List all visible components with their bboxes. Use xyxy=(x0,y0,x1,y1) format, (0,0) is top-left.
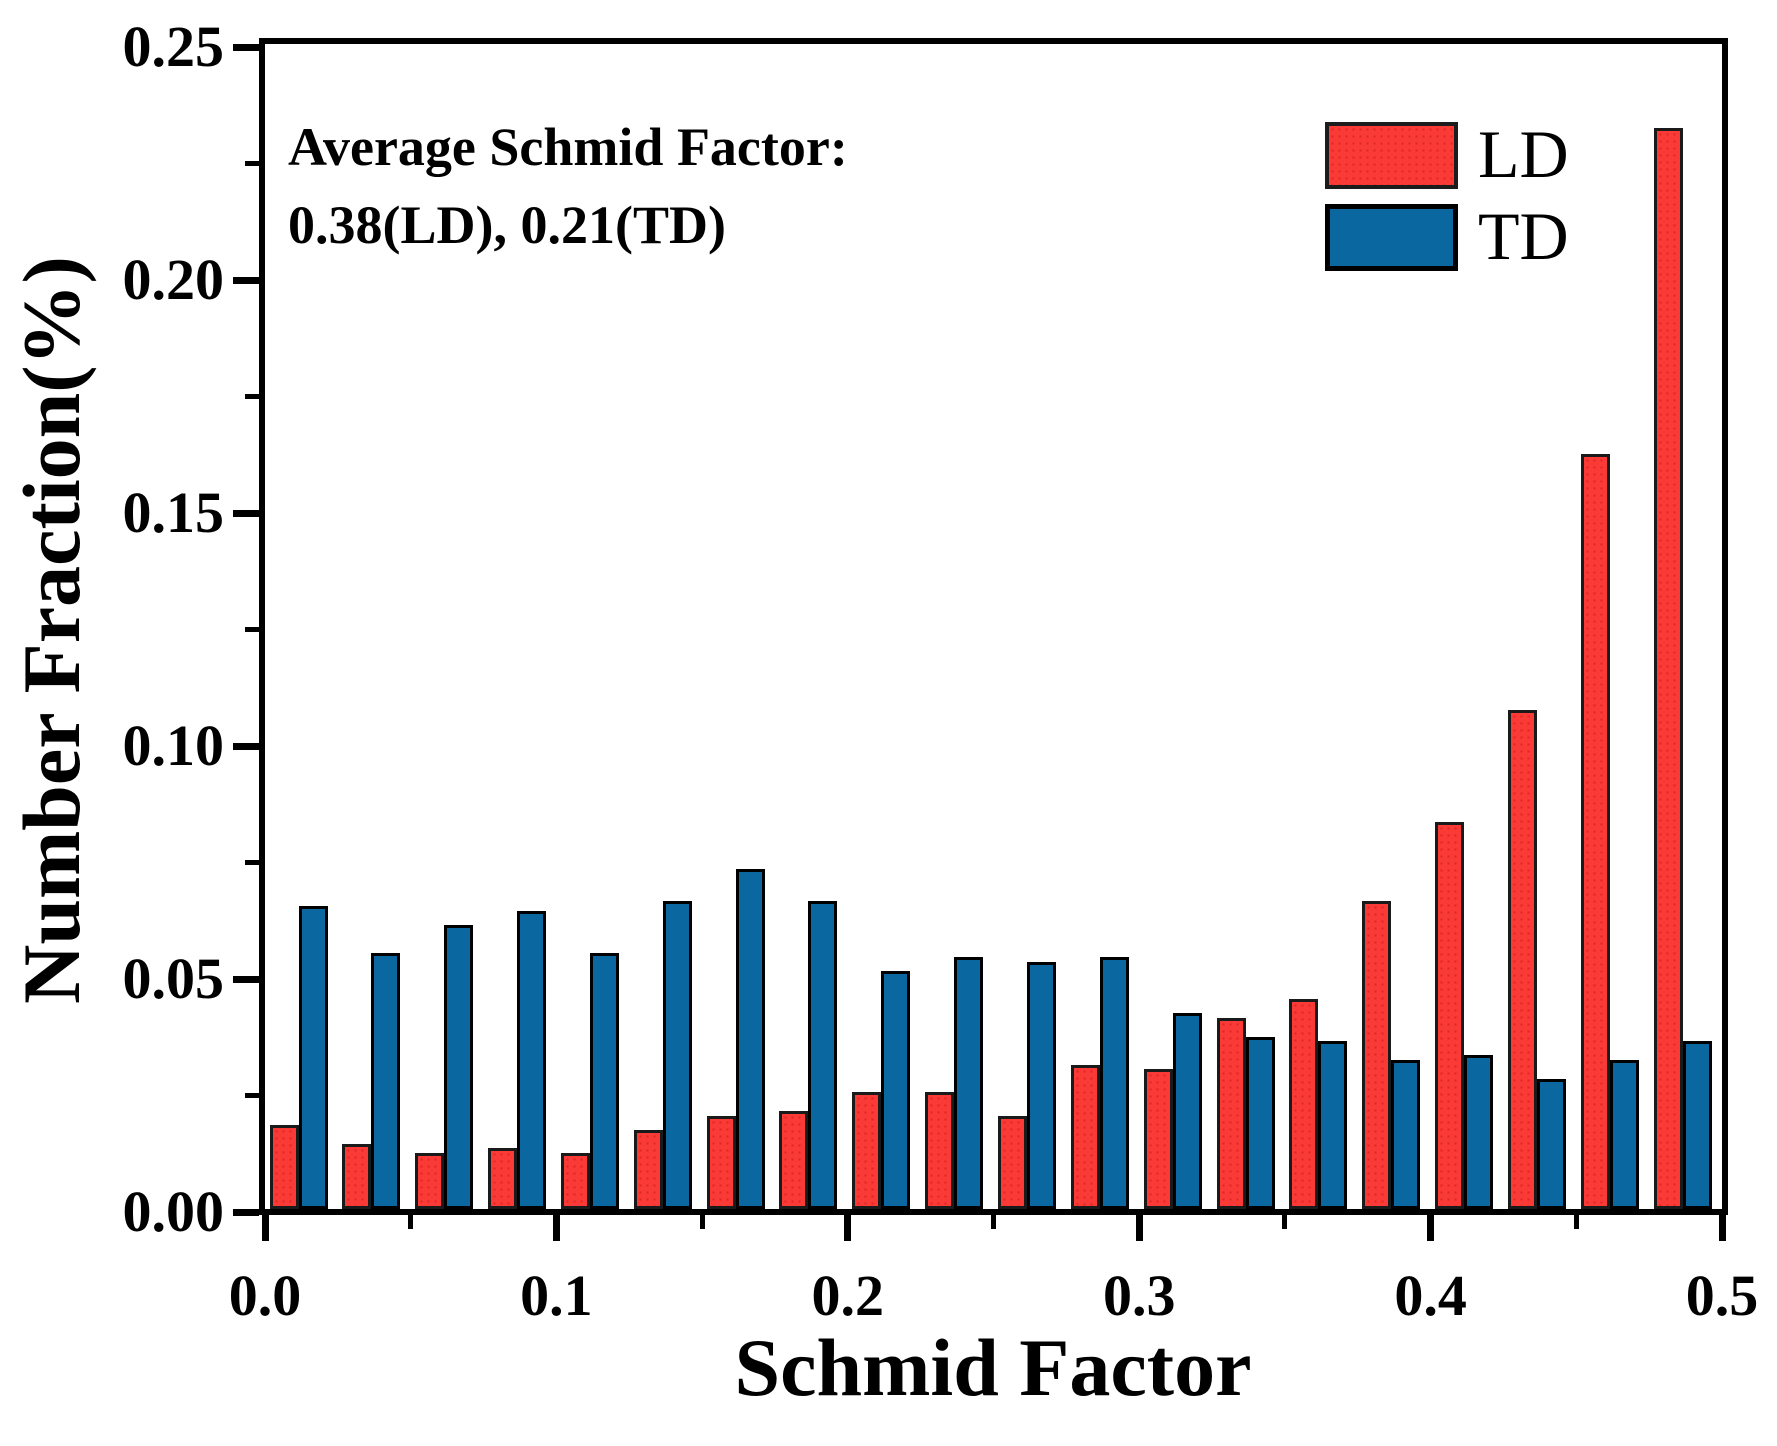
x-major-tick xyxy=(1427,1215,1435,1241)
y-major-tick xyxy=(233,509,259,517)
bar-ld-0.4625 xyxy=(1580,454,1610,1209)
x-tick-label: 0.5 xyxy=(1685,1263,1759,1328)
legend-swatch-ld xyxy=(1325,122,1458,189)
annotation-line-2: 0.38(LD), 0.21(TD) xyxy=(288,195,726,255)
plot-frame xyxy=(259,38,1728,1215)
y-tick-label: 0.00 xyxy=(122,1179,225,1244)
y-tick-label: 0.05 xyxy=(122,946,225,1011)
bar-ld-0.4125 xyxy=(1435,822,1465,1209)
bar-td-0.2625 xyxy=(1027,962,1056,1209)
x-minor-tick xyxy=(991,1215,996,1229)
x-axis-title: Schmid Factor xyxy=(734,1322,1252,1413)
bar-td-0.3375 xyxy=(1245,1037,1275,1209)
bar-ld-0.0625 xyxy=(415,1153,445,1209)
y-minor-tick xyxy=(245,860,259,865)
y-minor-tick xyxy=(245,161,259,166)
bar-td-0.1625 xyxy=(735,869,765,1209)
y-tick-label: 0.15 xyxy=(122,480,225,545)
bar-ld-0.0125 xyxy=(269,1125,299,1209)
bar-td-0.0625 xyxy=(444,925,474,1209)
y-major-tick xyxy=(233,742,259,750)
bar-td-0.3625 xyxy=(1318,1041,1348,1209)
bar-ld-0.3375 xyxy=(1216,1018,1246,1209)
bar-td-0.0375 xyxy=(371,953,401,1209)
bar-td-0.3875 xyxy=(1391,1060,1421,1209)
x-major-tick xyxy=(844,1215,852,1241)
bar-ld-0.2375 xyxy=(925,1092,955,1209)
bar-td-0.1875 xyxy=(808,901,838,1209)
x-major-tick xyxy=(261,1215,269,1241)
bar-td-0.0125 xyxy=(298,906,328,1209)
y-minor-tick xyxy=(245,627,259,632)
bar-td-0.2875 xyxy=(1099,957,1129,1209)
bar-ld-0.1125 xyxy=(560,1153,590,1209)
y-major-tick xyxy=(233,276,259,284)
x-minor-tick xyxy=(699,1215,705,1229)
y-minor-tick xyxy=(245,394,259,399)
bar-ld-0.1375 xyxy=(633,1130,663,1209)
bar-td-0.2375 xyxy=(954,957,984,1209)
x-minor-tick xyxy=(408,1215,414,1229)
bar-ld-0.3875 xyxy=(1362,901,1392,1209)
x-tick-label: 0.2 xyxy=(811,1263,885,1328)
bar-ld-0.0375 xyxy=(342,1144,372,1209)
y-tick-label: 0.20 xyxy=(122,247,225,312)
bar-ld-0.3125 xyxy=(1143,1069,1173,1209)
bar-td-0.4375 xyxy=(1536,1079,1566,1209)
y-tick-label: 0.25 xyxy=(122,14,225,79)
x-major-tick xyxy=(1135,1215,1143,1241)
bar-ld-0.2625 xyxy=(998,1116,1027,1209)
y-major-tick xyxy=(233,1208,259,1216)
x-tick-label: 0.4 xyxy=(1394,1263,1467,1328)
bar-td-0.0875 xyxy=(517,911,547,1209)
y-tick-label: 0.10 xyxy=(122,713,225,778)
bar-td-0.4125 xyxy=(1464,1055,1494,1209)
y-axis-title: Number Fraction(%) xyxy=(6,256,97,1004)
x-minor-tick xyxy=(1282,1215,1288,1229)
annotation-line-1: Average Schmid Factor: xyxy=(288,117,848,177)
bar-td-0.4625 xyxy=(1609,1060,1639,1209)
x-tick-label: 0.0 xyxy=(228,1263,302,1328)
y-major-tick xyxy=(233,975,259,983)
bar-td-0.3125 xyxy=(1172,1013,1202,1209)
bar-td-0.1125 xyxy=(589,953,619,1209)
x-tick-label: 0.3 xyxy=(1102,1263,1176,1328)
bar-td-0.1375 xyxy=(662,901,692,1209)
bar-td-0.4875 xyxy=(1682,1041,1712,1209)
legend-label-td: TD xyxy=(1478,198,1569,274)
bar-ld-0.4875 xyxy=(1653,128,1683,1209)
x-minor-tick xyxy=(1573,1215,1579,1229)
legend-label-ld: LD xyxy=(1478,116,1569,192)
bar-ld-0.3625 xyxy=(1289,999,1319,1209)
bar-ld-0.4375 xyxy=(1507,710,1537,1209)
bar-td-0.2125 xyxy=(881,971,911,1209)
bar-ld-0.1875 xyxy=(779,1111,809,1209)
bar-ld-0.1625 xyxy=(706,1116,736,1209)
bar-ld-0.0875 xyxy=(488,1148,518,1209)
y-major-tick xyxy=(233,43,259,51)
average-schmid-factor-annotation: Average Schmid Factor: 0.38(LD), 0.21(TD… xyxy=(288,108,848,264)
y-minor-tick xyxy=(245,1093,259,1098)
bar-plot-area xyxy=(265,44,1722,1209)
bar-ld-0.2125 xyxy=(852,1092,882,1209)
bar-ld-0.2875 xyxy=(1070,1065,1100,1209)
x-major-tick xyxy=(1718,1215,1726,1241)
legend-swatch-td xyxy=(1325,204,1458,271)
x-tick-label: 0.1 xyxy=(520,1263,593,1328)
x-major-tick xyxy=(552,1215,560,1241)
